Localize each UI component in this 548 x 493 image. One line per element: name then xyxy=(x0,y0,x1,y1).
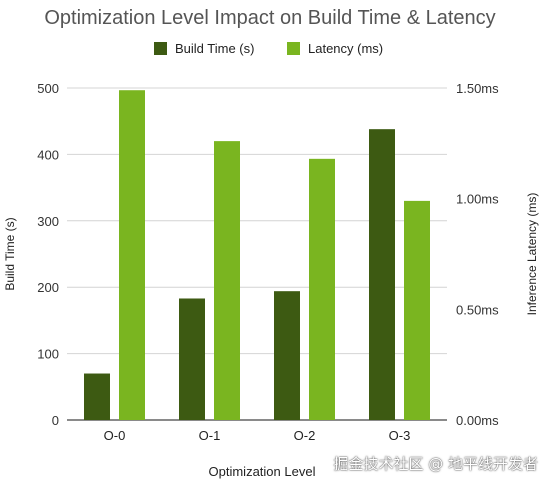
x-axis-label: Optimization Level xyxy=(209,464,316,479)
bar-latency xyxy=(309,158,335,420)
chart-title: Optimization Level Impact on Build Time … xyxy=(44,7,495,29)
bar-build-time xyxy=(369,129,395,420)
bars xyxy=(84,90,430,421)
legend-label: Latency (ms) xyxy=(308,41,383,56)
legend-swatch xyxy=(287,42,300,55)
y-axis-label-left: Build Time (s) xyxy=(3,217,17,290)
y-tick-label-right: 0.00ms xyxy=(456,413,499,428)
bar-latency xyxy=(214,141,240,420)
y-axis-label-right: Inference Latency (ms) xyxy=(525,193,539,316)
bar-build-time xyxy=(84,373,110,420)
x-tick-label: O-2 xyxy=(294,428,316,443)
legend: Build Time (s) Latency (ms) xyxy=(154,41,383,56)
bar-latency xyxy=(119,90,145,421)
y-tick-label-left: 500 xyxy=(37,81,59,96)
y-tick-label-left: 100 xyxy=(37,347,59,362)
legend-label: Build Time (s) xyxy=(175,41,254,56)
bar-latency xyxy=(404,200,430,420)
y-tick-label-left: 400 xyxy=(37,147,59,162)
y-tick-label-right: 1.00ms xyxy=(456,192,499,207)
y-tick-label-left: 300 xyxy=(37,214,59,229)
y-tick-label-right: 1.50ms xyxy=(456,81,499,96)
bar-build-time xyxy=(179,298,205,420)
x-tick-label: O-1 xyxy=(199,428,221,443)
x-tick-label: O-0 xyxy=(104,428,126,443)
y-tick-label-left: 200 xyxy=(37,280,59,295)
x-tick-label: O-3 xyxy=(389,428,411,443)
tick-labels: 0 100 200 300 400 500 0.00ms 0.50ms 1.00ms 1.50ms… xyxy=(37,81,499,443)
bar-build-time xyxy=(274,291,300,420)
y-tick-label-left: 0 xyxy=(52,413,59,428)
legend-swatch xyxy=(154,42,167,55)
watermark: 掘金技术社区 @ 地平线开发者 xyxy=(333,455,538,473)
y-tick-label-right: 0.50ms xyxy=(456,302,499,317)
